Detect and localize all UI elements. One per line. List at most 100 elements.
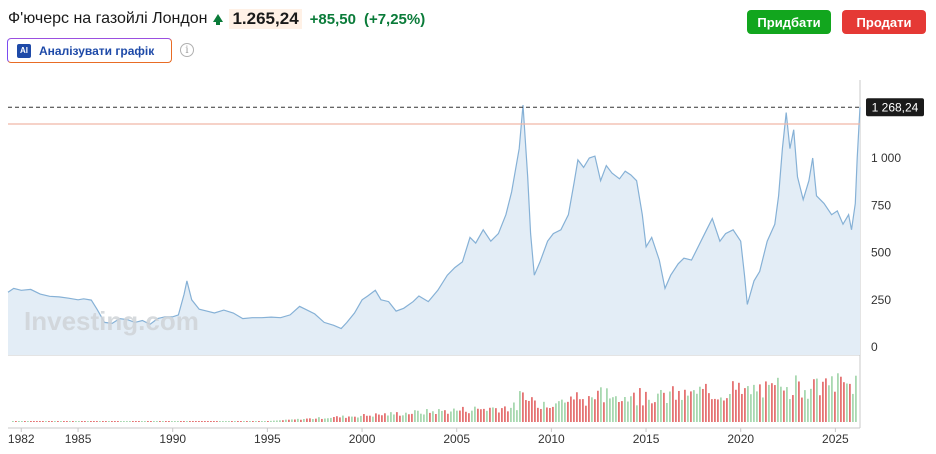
volume-bar [591, 397, 593, 422]
volume-bar [696, 393, 698, 422]
volume-bar [306, 418, 308, 422]
volume-bar [471, 410, 473, 422]
volume-bar [849, 383, 851, 422]
volume-bar [273, 420, 275, 422]
sell-button[interactable]: Продати [842, 10, 926, 34]
volume-bar [576, 392, 578, 422]
volume-bar [363, 414, 365, 422]
volume-bar [489, 407, 491, 422]
volume-bar [54, 421, 56, 422]
volume-bar [456, 410, 458, 422]
volume-bar [729, 393, 731, 422]
volume-bar [288, 419, 290, 422]
volume-bar [498, 412, 500, 422]
volume-bar [789, 399, 791, 422]
volume-bar [435, 413, 437, 422]
volume-bar [759, 384, 761, 422]
volume-bar [357, 417, 359, 422]
volume-bar [270, 420, 272, 422]
volume-bar [30, 421, 32, 422]
volume-bar [588, 396, 590, 422]
y-tick-label: 750 [871, 198, 891, 212]
volume-bar [459, 410, 461, 422]
volume-bar [549, 408, 551, 422]
volume-bar [741, 393, 743, 422]
volume-bar [123, 421, 125, 422]
volume-bar [180, 421, 182, 422]
volume-bar [342, 415, 344, 422]
volume-bar [630, 396, 632, 422]
volume-bar [810, 388, 812, 422]
volume-bar [228, 421, 230, 422]
volume-bar [624, 397, 626, 422]
analyze-chart-button[interactable]: AI Аналізувати графік [7, 38, 172, 63]
volume-bar [135, 421, 137, 422]
volume-bar [453, 408, 455, 422]
volume-bar [294, 419, 296, 422]
volume-bar [543, 401, 545, 422]
volume-bar [855, 375, 857, 422]
volume-bar [192, 421, 194, 422]
volume-bar [102, 421, 104, 422]
buy-button[interactable]: Придбати [747, 10, 831, 34]
volume-bar [57, 421, 59, 422]
volume-bar [621, 401, 623, 422]
volume-bar [285, 419, 287, 422]
volume-bar [411, 413, 413, 422]
volume-bar [732, 381, 734, 422]
volume-bar [225, 421, 227, 422]
volume-bar [561, 399, 563, 422]
volume-bar [828, 385, 830, 422]
volume-bar [744, 388, 746, 422]
volume-bar [264, 421, 266, 422]
volume-bar [510, 407, 512, 422]
volume-bar [513, 402, 515, 422]
volume-bar [774, 385, 776, 422]
volume-bar [48, 421, 50, 422]
volume-bar [585, 405, 587, 422]
volume-bar [417, 410, 419, 422]
volume-bar [387, 415, 389, 422]
volume-bar [822, 381, 824, 422]
y-tick-label: 0 [871, 340, 878, 354]
volume-bar [423, 414, 425, 422]
volume-bar [447, 413, 449, 422]
volume-bar [831, 376, 833, 422]
volume-bar [537, 407, 539, 422]
volume-bar [231, 421, 233, 422]
volume-bar [672, 386, 674, 422]
volume-bar [153, 421, 155, 422]
volume-bar [378, 414, 380, 422]
volume-bar [243, 421, 245, 422]
volume-bar [333, 417, 335, 422]
volume-bar [51, 421, 53, 422]
volume-bar [633, 392, 635, 422]
volume-bar [189, 421, 191, 422]
volume-bar [717, 399, 719, 422]
volume-bar [825, 378, 827, 422]
volume-bar [603, 402, 605, 422]
volume-bar [720, 397, 722, 422]
volume-bar [261, 421, 263, 422]
volume-bar [156, 421, 158, 422]
volume-bar [609, 398, 611, 422]
info-icon[interactable]: i [180, 43, 194, 57]
volume-bar [600, 387, 602, 422]
volume-bar [771, 383, 773, 422]
volume-bar [99, 421, 101, 422]
volume-bar [300, 419, 302, 422]
volume-bar [462, 406, 464, 422]
volume-bar [216, 421, 218, 422]
volume-bar [45, 421, 47, 422]
volume-bar [819, 395, 821, 422]
volume-bar [174, 421, 176, 422]
volume-bar [780, 386, 782, 422]
volume-bar [801, 397, 803, 422]
volume-bar [204, 421, 206, 422]
volume-bar [201, 421, 203, 422]
volume-bar [207, 421, 209, 422]
volume-bar [21, 421, 23, 422]
volume-bar [147, 421, 149, 422]
volume-bar [426, 409, 428, 422]
